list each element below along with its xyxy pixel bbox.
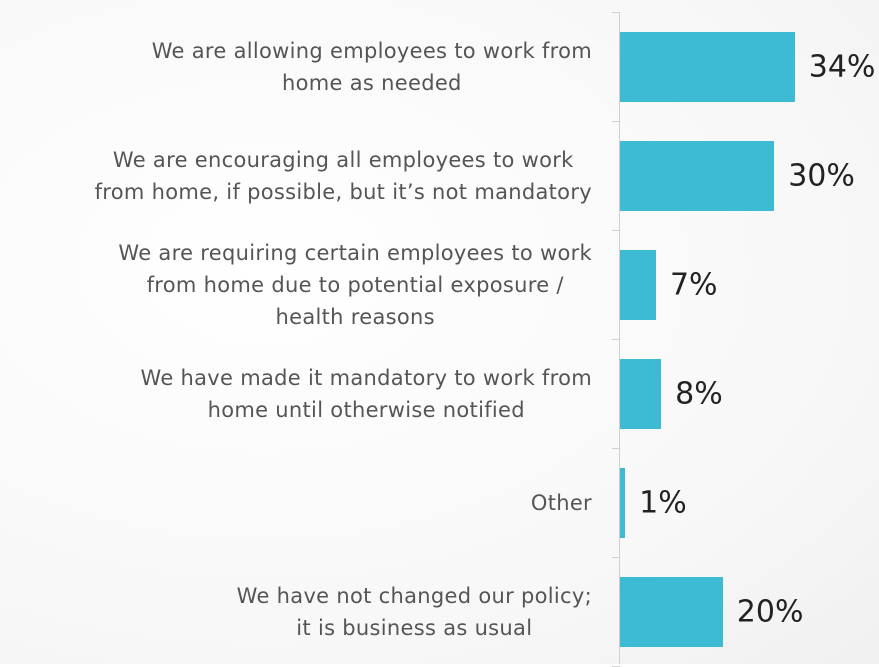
category-label: We are allowing employees to work from ho… (152, 35, 592, 99)
tick-mark (612, 230, 620, 231)
value-label: 1% (639, 485, 687, 520)
tick-mark (612, 557, 620, 558)
label-line: We have not changed our policy; (236, 583, 592, 608)
value-label: 8% (675, 376, 723, 411)
label-line: We are requiring certain employees to wo… (118, 240, 592, 265)
label-line: We are allowing employees to work from (151, 38, 592, 63)
axis-line (619, 12, 620, 664)
label-line: We are encouraging all employees to work (112, 147, 574, 172)
tick-mark (612, 339, 620, 340)
value-label: 20% (736, 594, 804, 629)
label-line: it is business as usual (296, 615, 533, 640)
bar (620, 249, 656, 320)
tick-mark (612, 12, 620, 13)
label-line: We have made it mandatory to work from (140, 365, 592, 390)
label-line: health reasons (275, 304, 435, 329)
value-label: 7% (669, 267, 718, 302)
bar (620, 576, 723, 647)
bar (620, 467, 626, 538)
bar (620, 140, 775, 211)
category-label: We have made it mandatory to work from ho… (141, 362, 593, 426)
category-label: We are requiring certain employees to wo… (118, 237, 592, 333)
tick-mark (612, 448, 620, 449)
category-label: We are encouraging all employees to work… (95, 144, 592, 208)
value-label: 30% (788, 158, 855, 193)
label-line: from home, if possible, but it’s not man… (94, 179, 592, 204)
bar (620, 358, 662, 429)
tick-mark (612, 121, 620, 122)
label-line: home as needed (282, 70, 462, 95)
value-label: 34% (808, 49, 876, 84)
label-line: Other (530, 490, 592, 515)
category-label: We have not changed our policy; it is bus… (237, 580, 592, 644)
category-label: Other (531, 487, 592, 519)
label-line: home until otherwise notified (207, 397, 525, 422)
bar (620, 31, 795, 102)
label-line: from home due to potential exposure / (146, 272, 564, 297)
